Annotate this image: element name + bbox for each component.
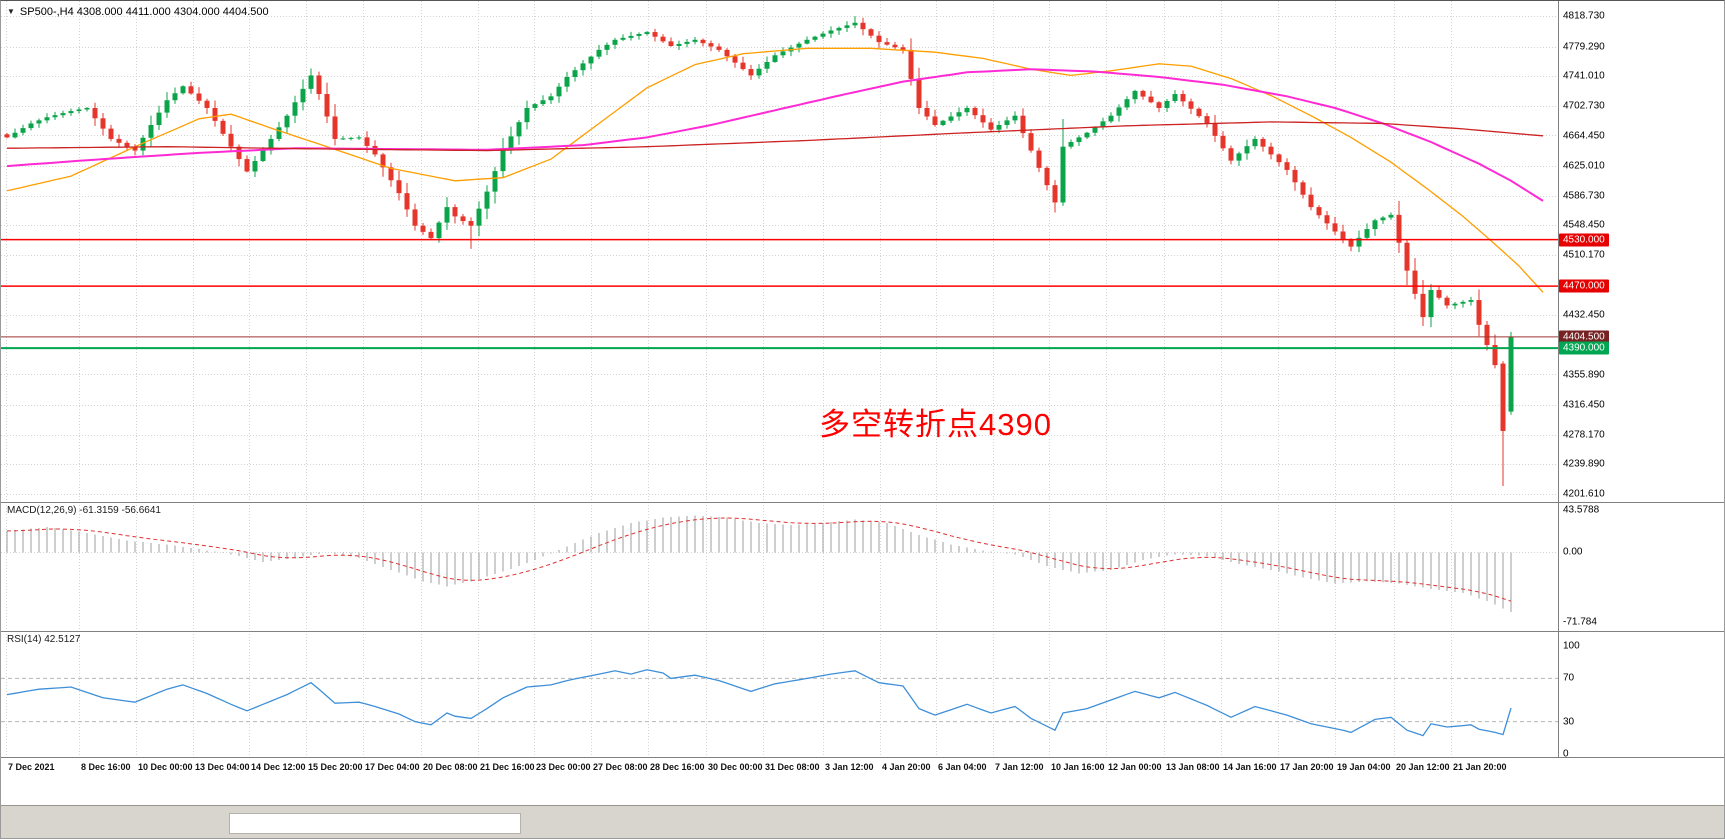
time-axis-label: 8 Dec 16:00 [81, 762, 131, 772]
time-axis-label: 7 Jan 12:00 [995, 762, 1044, 772]
time-axis-label: 12 Jan 00:00 [1108, 762, 1162, 772]
time-axis-label: 4 Jan 20:00 [882, 762, 931, 772]
price-axis-label: 4316.450 [1563, 399, 1605, 411]
ma-mid-magenta [6, 68, 1544, 202]
macd-indicator-label: MACD(12,26,9) -61.3159 -56.6641 [7, 505, 161, 516]
macd-signal-line [6, 517, 1512, 602]
macd-axis-label: 43.5788 [1563, 504, 1600, 516]
annotation-text: 多空转折点4390 [819, 407, 1052, 442]
price-axis-label: 4741.010 [1563, 70, 1605, 82]
time-axis-label: 31 Dec 08:00 [765, 762, 820, 772]
candles [4, 16, 1514, 486]
time-axis-label: 30 Dec 00:00 [708, 762, 763, 772]
price-axis-label: 4239.890 [1563, 458, 1605, 470]
level-lines [1, 238, 1558, 350]
chart-header: ▼ SP500-,H4 4308.000 4411.000 4304.000 44… [7, 6, 269, 18]
macd-axis-label: -71.784 [1563, 616, 1597, 628]
time-axis-label: 6 Jan 04:00 [938, 762, 987, 772]
price-axis: 4818.730 4779.290 4741.010 4702.730 4664.450… [1558, 1, 1724, 805]
price-axis-label: 4664.450 [1563, 130, 1605, 141]
status-inset [229, 813, 521, 834]
chart-symbol-ohlc: SP500-,H4 4308.000 4411.000 4304.000 440… [19, 6, 269, 18]
time-axis-label: 21 Jan 20:00 [1453, 762, 1507, 772]
time-axis-label: 27 Dec 08:00 [593, 762, 648, 772]
level-badge: 4530.000 [1559, 233, 1609, 247]
grid-lines [1, 1, 1558, 757]
price-axis-label: 4278.170 [1563, 429, 1605, 441]
macd-panel [6, 515, 1512, 612]
price-axis-label: 4548.450 [1563, 219, 1605, 231]
price-axis-label: 4432.450 [1563, 309, 1605, 321]
chart-canvas[interactable] [1, 1, 1725, 758]
time-axis-label: 23 Dec 00:00 [536, 762, 591, 772]
time-axis-label: 10 Dec 00:00 [138, 762, 193, 772]
time-axis-label: 3 Jan 12:00 [825, 762, 874, 772]
time-axis-label: 21 Dec 16:00 [480, 762, 535, 772]
rsi-axis-label: 0 [1563, 748, 1569, 760]
level-badge: 4470.000 [1559, 279, 1609, 293]
rsi-axis-label: 30 [1563, 716, 1575, 728]
ma-slow-red [7, 121, 1544, 152]
price-axis-label: 4355.890 [1563, 369, 1605, 380]
time-axis-label: 7 Dec 2021 [8, 762, 55, 772]
price-axis-label: 4586.730 [1563, 190, 1605, 202]
panel-separators [1, 1, 1724, 758]
status-bar [1, 805, 1724, 838]
time-axis-label: 10 Jan 16:00 [1051, 762, 1105, 772]
macd-axis-label: 0.00 [1563, 546, 1583, 558]
ma-fast-orange [6, 47, 1544, 293]
rsi-axis-label: 70 [1563, 672, 1575, 684]
price-axis-label: 4702.730 [1563, 100, 1605, 112]
time-axis-label: 15 Dec 20:00 [308, 762, 363, 772]
rsi-line [6, 669, 1512, 737]
time-axis-label: 14 Jan 16:00 [1223, 762, 1277, 772]
price-axis-label: 4779.290 [1563, 41, 1605, 52]
time-axis-label: 20 Dec 08:00 [423, 762, 478, 772]
current-price-badge: 4404.500 [1559, 330, 1609, 344]
time-axis-label: 17 Dec 04:00 [365, 762, 420, 772]
rsi-indicator-label: RSI(14) 42.5127 [7, 634, 81, 645]
price-axis-label: 4201.610 [1563, 488, 1605, 500]
moving-averages [6, 47, 1544, 293]
price-axis-label: 4625.010 [1563, 160, 1605, 172]
chart-dropdown-icon[interactable]: ▼ [7, 7, 15, 16]
price-axis-label: 4510.170 [1563, 249, 1605, 261]
time-axis-label: 13 Dec 04:00 [195, 762, 250, 772]
price-axis-label: 4818.730 [1563, 10, 1605, 22]
time-axis: 7 Dec 2021 8 Dec 16:00 10 Dec 00:00 13 Dec … [1, 758, 1558, 782]
time-axis-label: 14 Dec 12:00 [251, 762, 306, 772]
time-axis-label: 20 Jan 12:00 [1396, 762, 1450, 772]
rsi-axis-label: 100 [1563, 640, 1580, 652]
level-badge: 4390.000 [1559, 341, 1609, 355]
time-axis-label: 17 Jan 20:00 [1280, 762, 1334, 772]
time-axis-label: 19 Jan 04:00 [1337, 762, 1391, 772]
time-axis-label: 13 Jan 08:00 [1166, 762, 1220, 772]
time-axis-label: 28 Dec 16:00 [650, 762, 705, 772]
rsi-panel [1, 669, 1558, 737]
